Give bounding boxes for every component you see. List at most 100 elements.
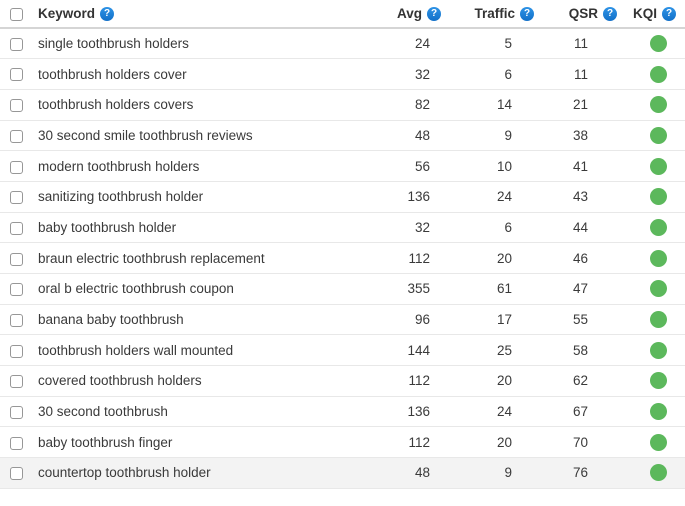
table-row: braun electric toothbrush replacement 11… [0, 242, 685, 274]
keyword-cell: modern toothbrush holders [38, 150, 356, 182]
help-icon-kqi[interactable]: ? [662, 6, 676, 21]
kqi-cell [622, 120, 685, 152]
keyword-cell: banana baby toothbrush [38, 304, 356, 336]
table-header: Keyword ? Avg ? Traffic ? QSR ? [0, 0, 685, 29]
avg-cell: 112 [356, 365, 446, 397]
row-checkbox[interactable] [10, 467, 23, 481]
row-checkbox[interactable] [10, 283, 23, 297]
row-checkbox[interactable] [10, 160, 23, 174]
row-checkbox[interactable] [10, 129, 23, 143]
row-checkbox-cell [0, 242, 38, 274]
avg-cell: 32 [356, 58, 446, 90]
avg-cell: 112 [356, 242, 446, 274]
row-checkbox-cell [0, 426, 38, 459]
column-header-avg[interactable]: Avg ? [356, 0, 446, 29]
table-row: single toothbrush holders 24 5 11 [0, 28, 685, 60]
traffic-cell: 9 [446, 457, 539, 489]
kqi-cell [622, 457, 685, 489]
kqi-status-dot [650, 249, 667, 267]
column-header-traffic[interactable]: Traffic ? [446, 0, 539, 29]
header-row: Keyword ? Avg ? Traffic ? QSR ? [0, 0, 685, 29]
table-row: 30 second smile toothbrush reviews 48 9 … [0, 120, 685, 152]
traffic-cell: 14 [446, 89, 539, 121]
kqi-status-dot [650, 341, 667, 359]
kqi-status-dot [650, 372, 667, 390]
row-checkbox[interactable] [10, 99, 23, 113]
help-icon-keyword[interactable]: ? [100, 6, 115, 21]
table-row: covered toothbrush holders 112 20 62 [0, 365, 685, 397]
select-all-cell [0, 0, 38, 29]
row-checkbox-cell [0, 273, 38, 305]
help-icon-traffic[interactable]: ? [520, 6, 534, 21]
table-row: baby toothbrush holder 32 6 44 [0, 212, 685, 244]
qsr-cell: 44 [539, 212, 622, 244]
row-checkbox-cell [0, 457, 38, 489]
keyword-cell: 30 second smile toothbrush reviews [38, 120, 356, 152]
qsr-cell: 62 [539, 365, 622, 397]
row-checkbox[interactable] [10, 252, 23, 266]
row-checkbox[interactable] [10, 436, 23, 450]
kqi-cell [622, 181, 685, 213]
kqi-cell [622, 58, 685, 90]
row-checkbox-cell [0, 120, 38, 152]
kqi-status-dot [650, 35, 667, 53]
qsr-cell: 21 [539, 89, 622, 121]
row-checkbox[interactable] [10, 38, 23, 52]
avg-cell: 144 [356, 334, 446, 367]
column-header-qsr[interactable]: QSR ? [539, 0, 622, 29]
column-header-avg-label: Avg [396, 6, 422, 21]
qsr-cell: 38 [539, 120, 622, 152]
kqi-cell [622, 304, 685, 336]
table-row: 30 second toothbrush 136 24 67 [0, 396, 685, 428]
kqi-status-dot [650, 311, 667, 329]
row-checkbox[interactable] [10, 406, 23, 420]
kqi-cell [622, 426, 685, 459]
kqi-cell [622, 89, 685, 121]
kqi-status-dot [650, 96, 667, 114]
row-checkbox[interactable] [10, 191, 23, 205]
qsr-cell: 55 [539, 304, 622, 336]
table-row: countertop toothbrush holder 48 9 76 [0, 457, 685, 489]
traffic-cell: 17 [446, 304, 539, 336]
keyword-cell: baby toothbrush holder [38, 212, 356, 244]
row-checkbox-cell [0, 304, 38, 336]
row-checkbox[interactable] [10, 344, 23, 358]
avg-cell: 32 [356, 212, 446, 244]
traffic-cell: 20 [446, 242, 539, 274]
row-checkbox[interactable] [10, 221, 23, 235]
row-checkbox[interactable] [10, 313, 23, 327]
traffic-cell: 25 [446, 334, 539, 367]
row-checkbox[interactable] [10, 68, 23, 82]
table-row: oral b electric toothbrush coupon 355 61… [0, 273, 685, 305]
table-row: modern toothbrush holders 56 10 41 [0, 150, 685, 182]
kqi-status-dot [650, 65, 667, 83]
table-row: toothbrush holders wall mounted 144 25 5… [0, 334, 685, 367]
row-checkbox-cell [0, 334, 38, 367]
column-header-keyword[interactable]: Keyword ? [38, 0, 356, 29]
table-row: baby toothbrush finger 112 20 70 [0, 426, 685, 459]
kqi-status-dot [650, 280, 667, 298]
traffic-cell: 9 [446, 120, 539, 152]
qsr-cell: 67 [539, 396, 622, 428]
kqi-status-dot [650, 188, 667, 206]
column-header-kqi[interactable]: KQI ? [622, 0, 685, 29]
kqi-cell [622, 242, 685, 274]
traffic-cell: 5 [446, 28, 539, 60]
column-header-qsr-label: QSR [568, 6, 598, 21]
help-icon-qsr[interactable]: ? [603, 6, 617, 21]
row-checkbox-cell [0, 89, 38, 121]
avg-cell: 355 [356, 273, 446, 305]
keyword-cell: sanitizing toothbrush holder [38, 181, 356, 213]
kqi-status-dot [650, 403, 667, 421]
kqi-status-dot [650, 218, 667, 236]
qsr-cell: 11 [539, 58, 622, 90]
table-row: sanitizing toothbrush holder 136 24 43 [0, 181, 685, 213]
kqi-status-dot [650, 157, 667, 175]
select-all-checkbox[interactable] [10, 7, 23, 21]
row-checkbox[interactable] [10, 375, 23, 389]
traffic-cell: 10 [446, 150, 539, 182]
traffic-cell: 24 [446, 396, 539, 428]
kqi-cell [622, 212, 685, 244]
keyword-cell: single toothbrush holders [38, 28, 356, 60]
help-icon-avg[interactable]: ? [427, 6, 441, 21]
